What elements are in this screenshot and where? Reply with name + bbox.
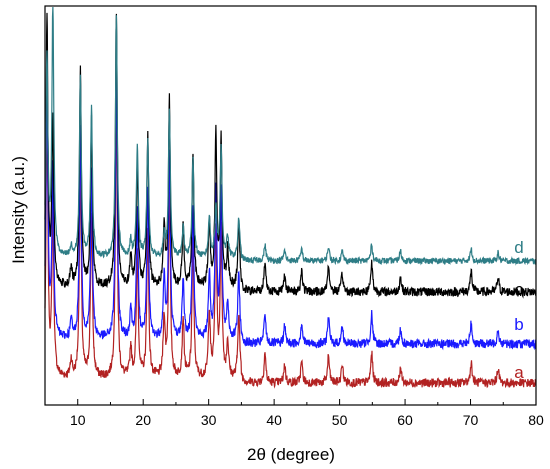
plot-frame [44,5,537,406]
x-tick-label: 30 [201,412,217,428]
x-tick-label: 80 [528,412,544,428]
series-layer: a bc d [44,6,537,389]
series-line-d [44,6,537,266]
series-label-c: c [515,280,524,299]
x-tick-label: 50 [332,412,348,428]
series-line-c [44,12,537,299]
series-label-a: a [514,363,524,382]
y-axis-title: Intensity (a.u.) [9,156,28,264]
x-tick-label: 70 [463,412,479,428]
x-axis-title: 2θ (degree) [247,445,335,464]
series-line-b [44,58,537,351]
series-line-a [44,98,537,389]
x-tick-label: 20 [135,412,151,428]
x-tick-label: 40 [266,412,282,428]
axes-layer: 10 20 30 40 50 60 70 80 [44,5,544,428]
series-label-b: b [514,315,523,334]
series-label-d: d [514,238,523,257]
x-tick-label: 10 [70,412,86,428]
x-tick-label: 60 [397,412,413,428]
